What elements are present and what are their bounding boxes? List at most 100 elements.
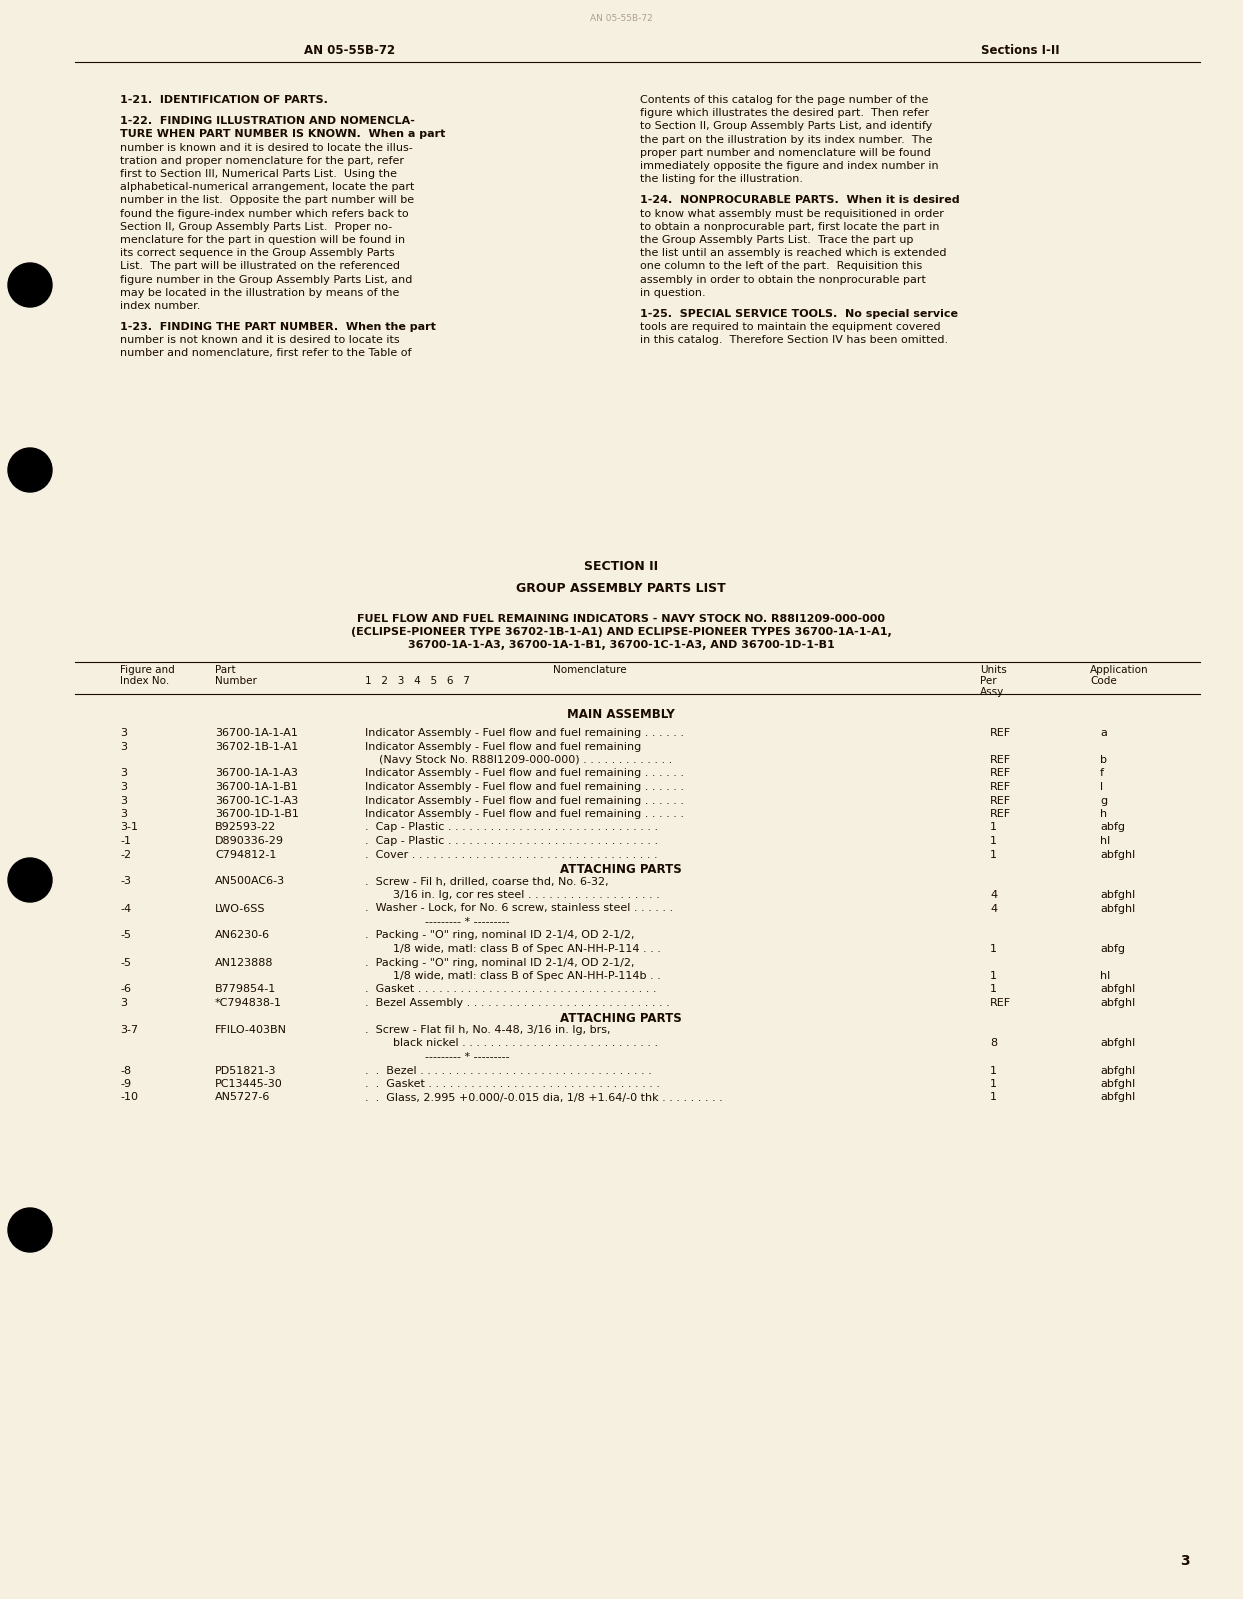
Text: .  Cover . . . . . . . . . . . . . . . . . . . . . . . . . . . . . . . . . . .: . Cover . . . . . . . . . . . . . . . . … [365, 849, 658, 860]
Text: the listing for the illustration.: the listing for the illustration. [640, 174, 803, 184]
Text: 36702-1B-1-A1: 36702-1B-1-A1 [215, 742, 298, 752]
Text: 1: 1 [989, 1079, 997, 1089]
Text: the list until an assembly is reached which is extended: the list until an assembly is reached wh… [640, 248, 946, 257]
Text: -6: -6 [121, 985, 131, 995]
Text: 1-24.  NONPROCURABLE PARTS.  When it is desired: 1-24. NONPROCURABLE PARTS. When it is de… [640, 195, 960, 205]
Text: 3: 3 [1180, 1554, 1190, 1569]
Text: number and nomenclature, first refer to the Table of: number and nomenclature, first refer to … [121, 349, 411, 358]
Text: ATTACHING PARTS: ATTACHING PARTS [561, 863, 682, 876]
Text: 1: 1 [989, 1092, 997, 1102]
Text: 1/8 wide, matl: class B of Spec AN-HH-P-114b . .: 1/8 wide, matl: class B of Spec AN-HH-P-… [365, 971, 661, 982]
Text: (ECLIPSE-PIONEER TYPE 36702-1B-1-A1) AND ECLIPSE-PIONEER TYPES 36700-1A-1-A1,: (ECLIPSE-PIONEER TYPE 36702-1B-1-A1) AND… [351, 627, 891, 636]
Text: -9: -9 [121, 1079, 131, 1089]
Text: 1: 1 [989, 943, 997, 955]
Text: proper part number and nomenclature will be found: proper part number and nomenclature will… [640, 147, 931, 158]
Text: Sections I-II: Sections I-II [981, 43, 1059, 56]
Text: Nomenclature: Nomenclature [553, 665, 626, 675]
Text: Number: Number [215, 676, 257, 686]
Text: .  .  Bezel . . . . . . . . . . . . . . . . . . . . . . . . . . . . . . . . .: . . Bezel . . . . . . . . . . . . . . . … [365, 1065, 651, 1076]
Text: REF: REF [989, 809, 1011, 819]
Text: .  .  Gasket . . . . . . . . . . . . . . . . . . . . . . . . . . . . . . . . .: . . Gasket . . . . . . . . . . . . . . .… [365, 1079, 660, 1089]
Circle shape [7, 262, 52, 307]
Text: 3: 3 [121, 728, 127, 739]
Text: SECTION II: SECTION II [584, 560, 658, 572]
Text: AN 05-55B-72: AN 05-55B-72 [589, 14, 653, 22]
Text: a: a [1100, 728, 1106, 739]
Text: -3: -3 [121, 876, 131, 886]
Text: REF: REF [989, 998, 1011, 1007]
Text: FFILO-403BN: FFILO-403BN [215, 1025, 287, 1035]
Text: AN6230-6: AN6230-6 [215, 931, 270, 940]
Text: menclature for the part in question will be found in: menclature for the part in question will… [121, 235, 405, 245]
Text: abfghl: abfghl [1100, 998, 1135, 1007]
Text: 1: 1 [989, 1065, 997, 1076]
Text: .  Screw - Flat fil h, No. 4-48, 3/16 in. lg, brs,: . Screw - Flat fil h, No. 4-48, 3/16 in.… [365, 1025, 610, 1035]
Text: number is known and it is desired to locate the illus-: number is known and it is desired to loc… [121, 142, 413, 152]
Text: 1: 1 [989, 822, 997, 833]
Text: Part: Part [215, 665, 236, 675]
Text: alphabetical-numerical arrangement, locate the part: alphabetical-numerical arrangement, loca… [121, 182, 414, 192]
Text: figure number in the Group Assembly Parts List, and: figure number in the Group Assembly Part… [121, 275, 413, 285]
Text: Units: Units [979, 665, 1007, 675]
Circle shape [7, 859, 52, 902]
Text: in question.: in question. [640, 288, 706, 297]
Text: abfghl: abfghl [1100, 1038, 1135, 1049]
Text: Figure and: Figure and [121, 665, 175, 675]
Text: abfg: abfg [1100, 822, 1125, 833]
Text: 36700-1D-1-B1: 36700-1D-1-B1 [215, 809, 298, 819]
Text: .  Cap - Plastic . . . . . . . . . . . . . . . . . . . . . . . . . . . . . .: . Cap - Plastic . . . . . . . . . . . . … [365, 836, 658, 846]
Text: --------- * ---------: --------- * --------- [425, 916, 510, 927]
Text: TURE WHEN PART NUMBER IS KNOWN.  When a part: TURE WHEN PART NUMBER IS KNOWN. When a p… [121, 130, 445, 139]
Text: PD51821-3: PD51821-3 [215, 1065, 276, 1076]
Text: Indicator Assembly - Fuel flow and fuel remaining . . . . . .: Indicator Assembly - Fuel flow and fuel … [365, 769, 684, 779]
Text: LWO-6SS: LWO-6SS [215, 903, 266, 913]
Text: hl: hl [1100, 971, 1110, 982]
Text: Indicator Assembly - Fuel flow and fuel remaining . . . . . .: Indicator Assembly - Fuel flow and fuel … [365, 795, 684, 806]
Text: its correct sequence in the Group Assembly Parts: its correct sequence in the Group Assemb… [121, 248, 394, 257]
Text: -1: -1 [121, 836, 131, 846]
Text: REF: REF [989, 755, 1011, 764]
Text: 1-23.  FINDING THE PART NUMBER.  When the part: 1-23. FINDING THE PART NUMBER. When the … [121, 321, 436, 333]
Text: abfghl: abfghl [1100, 985, 1135, 995]
Text: Contents of this catalog for the page number of the: Contents of this catalog for the page nu… [640, 94, 929, 106]
Text: tration and proper nomenclature for the part, refer: tration and proper nomenclature for the … [121, 155, 404, 166]
Text: .  .  Glass, 2.995 +0.000/-0.015 dia, 1/8 +1.64/-0 thk . . . . . . . . .: . . Glass, 2.995 +0.000/-0.015 dia, 1/8 … [365, 1092, 722, 1102]
Text: 3/16 in. lg, cor res steel . . . . . . . . . . . . . . . . . . .: 3/16 in. lg, cor res steel . . . . . . .… [365, 891, 660, 900]
Text: b: b [1100, 755, 1108, 764]
Text: 3: 3 [121, 769, 127, 779]
Text: 36700-1A-1-A3, 36700-1A-1-B1, 36700-1C-1-A3, AND 36700-1D-1-B1: 36700-1A-1-A3, 36700-1A-1-B1, 36700-1C-1… [408, 640, 834, 651]
Text: first to Section III, Numerical Parts List.  Using the: first to Section III, Numerical Parts Li… [121, 169, 397, 179]
Text: Indicator Assembly - Fuel flow and fuel remaining . . . . . .: Indicator Assembly - Fuel flow and fuel … [365, 809, 684, 819]
Text: 3-7: 3-7 [121, 1025, 138, 1035]
Text: abfghl: abfghl [1100, 1092, 1135, 1102]
Text: Indicator Assembly - Fuel flow and fuel remaining: Indicator Assembly - Fuel flow and fuel … [365, 742, 641, 752]
Text: .  Screw - Fil h, drilled, coarse thd, No. 6-32,: . Screw - Fil h, drilled, coarse thd, No… [365, 876, 609, 886]
Text: REF: REF [989, 795, 1011, 806]
Text: Code: Code [1090, 676, 1116, 686]
Text: abfghl: abfghl [1100, 849, 1135, 860]
Text: REF: REF [989, 728, 1011, 739]
Text: 3: 3 [121, 782, 127, 792]
Text: 3: 3 [121, 795, 127, 806]
Text: 1: 1 [989, 849, 997, 860]
Text: 1-21.  IDENTIFICATION OF PARTS.: 1-21. IDENTIFICATION OF PARTS. [121, 94, 328, 106]
Text: .  Packing - "O" ring, nominal ID 2-1/4, OD 2-1/2,: . Packing - "O" ring, nominal ID 2-1/4, … [365, 931, 634, 940]
Text: Indicator Assembly - Fuel flow and fuel remaining . . . . . .: Indicator Assembly - Fuel flow and fuel … [365, 728, 684, 739]
Text: REF: REF [989, 782, 1011, 792]
Text: number in the list.  Opposite the part number will be: number in the list. Opposite the part nu… [121, 195, 414, 205]
Text: 1: 1 [989, 985, 997, 995]
Text: abfg: abfg [1100, 943, 1125, 955]
Text: MAIN ASSEMBLY: MAIN ASSEMBLY [567, 708, 675, 721]
Text: .  Washer - Lock, for No. 6 screw, stainless steel . . . . . .: . Washer - Lock, for No. 6 screw, stainl… [365, 903, 674, 913]
Text: 8: 8 [989, 1038, 997, 1049]
Text: 4: 4 [989, 891, 997, 900]
Text: 1: 1 [989, 971, 997, 982]
Text: index number.: index number. [121, 301, 200, 310]
Text: --------- * ---------: --------- * --------- [425, 1052, 510, 1062]
Text: AN500AC6-3: AN500AC6-3 [215, 876, 285, 886]
Text: AN 05-55B-72: AN 05-55B-72 [305, 43, 395, 56]
Text: black nickel . . . . . . . . . . . . . . . . . . . . . . . . . . . .: black nickel . . . . . . . . . . . . . .… [365, 1038, 658, 1049]
Text: figure which illustrates the desired part.  Then refer: figure which illustrates the desired par… [640, 109, 929, 118]
Text: abfghl: abfghl [1100, 891, 1135, 900]
Text: 1: 1 [989, 836, 997, 846]
